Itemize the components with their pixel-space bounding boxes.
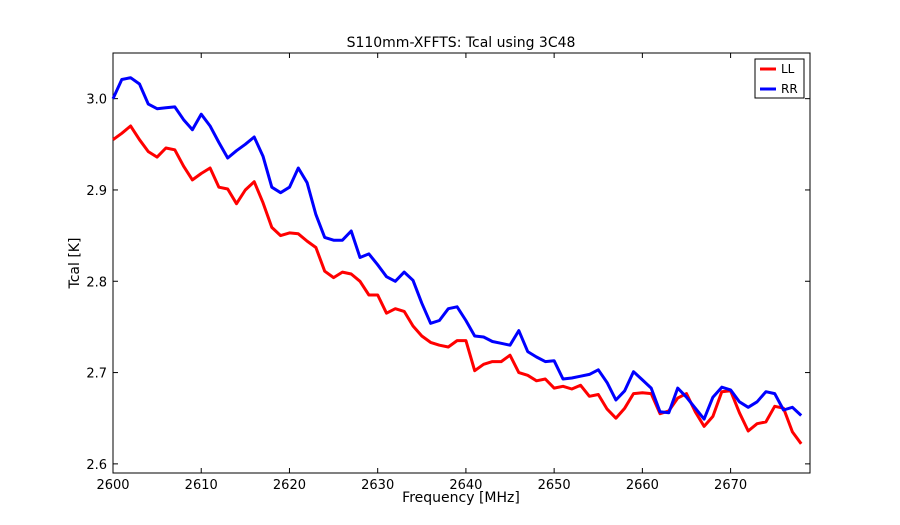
- x-tick-label: 2620: [273, 478, 306, 493]
- y-axis-label: Tcal [K]: [67, 238, 83, 290]
- x-tick-label: 2650: [538, 478, 571, 493]
- y-tick-label: 2.7: [86, 367, 107, 382]
- plot-frame: [112, 52, 811, 474]
- legend: LL RR: [754, 58, 805, 99]
- y-tick-label: 3.0: [86, 93, 107, 108]
- x-tick-label: 2610: [185, 478, 218, 493]
- x-axis-label: Frequency [MHz]: [402, 490, 520, 506]
- legend-box: [754, 58, 805, 99]
- x-tick-label: 2630: [361, 478, 394, 493]
- y-tick-label: 2.6: [86, 458, 107, 473]
- x-tick-label: 2660: [626, 478, 659, 493]
- y-tick-label: 2.9: [86, 184, 107, 199]
- x-tick-label: 2600: [96, 478, 129, 493]
- series-line-ll: [112, 124, 803, 445]
- series-line-rr: [111, 76, 803, 421]
- legend-label-rr: RR: [781, 82, 798, 96]
- chart-title: S110mm-XFFTS: Tcal using 3C48: [347, 35, 576, 51]
- y-tick-label: 2.8: [86, 275, 107, 290]
- series-lines: [111, 76, 803, 445]
- x-tick-label: 2670: [714, 478, 747, 493]
- axis-ticks: 2600 2610 2620 2630 2640 2650 2660 2670 2.6 2.7 2.…: [86, 53, 810, 493]
- x-tick-label: 2640: [449, 478, 482, 493]
- legend-label-ll: LL: [781, 62, 795, 76]
